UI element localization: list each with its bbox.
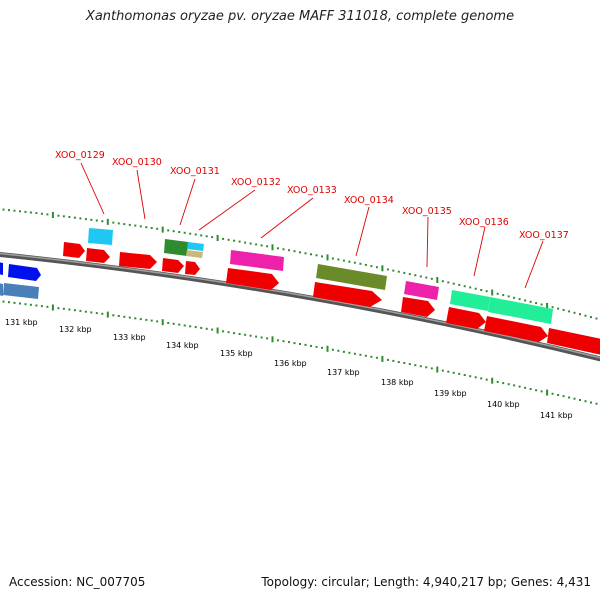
gene-feature-cyan[interactable]: [88, 228, 113, 245]
kbp-tick-label: 133 kbp: [113, 333, 146, 342]
gene-label[interactable]: XOO_0136: [459, 217, 509, 228]
gene-feature-red[interactable]: [185, 261, 200, 275]
gene-feature-olive[interactable]: [316, 264, 387, 290]
gene-label[interactable]: XOO_0132: [231, 177, 281, 188]
gene-label[interactable]: XOO_0129: [55, 150, 105, 161]
kbp-tick-label: 135 kbp: [220, 349, 253, 358]
gene-feature-teal[interactable]: [488, 297, 553, 324]
kbp-scale-labels: 131 kbp 132 kbp 133 kbp 134 kbp 135 kbp …: [5, 318, 573, 420]
kbp-tick-label: 131 kbp: [5, 318, 38, 327]
gene-label[interactable]: XOO_0133: [287, 185, 337, 196]
kbp-tick-label: 136 kbp: [274, 359, 307, 368]
gene-feature-blue[interactable]: [8, 264, 41, 281]
accession-text: Accession: NC_007705: [9, 575, 146, 589]
gene-feature-red[interactable]: [401, 297, 435, 317]
gene-feature-magenta[interactable]: [230, 250, 284, 271]
gene-label[interactable]: XOO_0137: [519, 230, 569, 241]
kbp-tick-label: 132 kbp: [59, 325, 92, 334]
kbp-tick-label: 139 kbp: [434, 389, 467, 398]
kbp-tick-label: 134 kbp: [166, 341, 199, 350]
gene-label[interactable]: XOO_0130: [112, 157, 162, 168]
gene-label[interactable]: XOO_0135: [402, 206, 452, 217]
gene-feature-teal[interactable]: [450, 290, 490, 311]
gene-feature-green[interactable]: [164, 239, 188, 256]
kbp-tick-label: 140 kbp: [487, 400, 520, 409]
outer-tick-track: [2, 208, 598, 320]
gene-feature-magenta[interactable]: [404, 281, 439, 300]
gene-feature-blue[interactable]: [0, 262, 3, 275]
gene-feature-cyan[interactable]: [187, 242, 204, 251]
gene-feature-red[interactable]: [226, 268, 279, 290]
gene-feature-red[interactable]: [86, 248, 110, 263]
gene-feature-steel[interactable]: [3, 283, 39, 299]
genome-backbone: [0, 252, 600, 362]
genome-backbone-highlight: [0, 252, 600, 359]
gene-feature-tan[interactable]: [186, 250, 203, 258]
gene-feature-red[interactable]: [119, 252, 157, 269]
gene-label-layer: XOO_0129 XOO_0130 XOO_0131 XOO_0132 XOO_…: [55, 150, 569, 289]
gene-label[interactable]: XOO_0131: [170, 166, 220, 177]
gene-label[interactable]: XOO_0134: [344, 195, 394, 206]
kbp-tick-label: 138 kbp: [381, 378, 414, 387]
kbp-tick-label: 137 kbp: [327, 368, 360, 377]
page-title: Xanthomonas oryzae pv. oryzae MAFF 31101…: [85, 9, 515, 24]
gene-feature-red[interactable]: [484, 316, 548, 342]
gene-feature-red[interactable]: [162, 258, 184, 273]
gene-feature-red[interactable]: [313, 282, 382, 307]
genome-summary-text: Topology: circular; Length: 4,940,217 bp…: [261, 575, 591, 589]
kbp-tick-label: 141 kbp: [540, 411, 573, 420]
gene-track: [0, 228, 600, 355]
inner-tick-track: [2, 300, 598, 405]
gene-feature-steel[interactable]: [0, 283, 3, 296]
gene-feature-red[interactable]: [547, 328, 600, 355]
gene-feature-red[interactable]: [446, 307, 486, 329]
gene-feature-red[interactable]: [63, 242, 85, 258]
